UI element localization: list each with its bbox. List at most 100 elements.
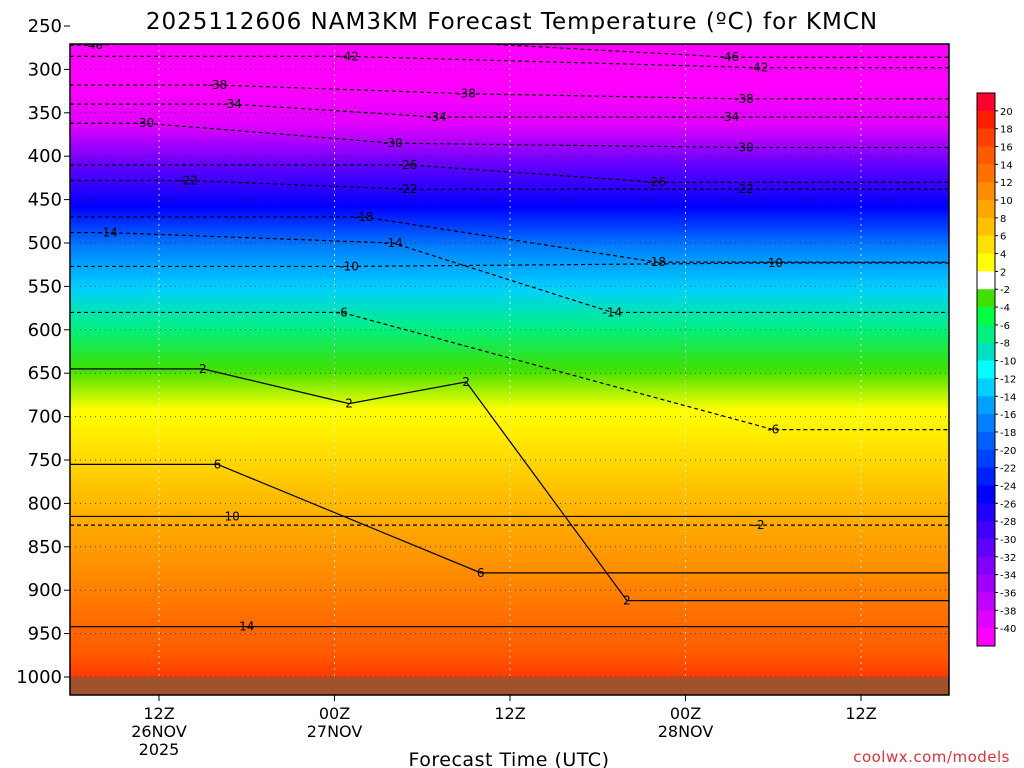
isotherm--54	[70, 3, 949, 7]
colorbar-swatch	[977, 574, 995, 593]
colorbar-swatch	[977, 360, 995, 379]
contour-label: -6	[767, 423, 779, 437]
contour-label: -22	[398, 182, 418, 196]
colorbar-label: -8	[1000, 339, 1010, 350]
contour-labels: -58-58-54-54-50-50-50-46-46-46-42-42-38-…	[83, 0, 783, 634]
ground-band	[70, 677, 949, 695]
contour-label: -14	[383, 236, 403, 250]
contour-label: -58	[749, 0, 769, 1]
pressure-tick-label: 950	[28, 624, 62, 645]
credit-text: coolwx.com/models	[853, 748, 1010, 766]
pressure-tick-label: 650	[28, 363, 62, 384]
contour-label: -30	[383, 136, 403, 150]
colorbar-label: -28	[1000, 517, 1016, 528]
colorbar-label: 10	[1000, 196, 1013, 207]
isotherm--14	[70, 231, 949, 314]
colorbar-label: -12	[1000, 374, 1016, 385]
colorbar-label: -36	[1000, 588, 1016, 599]
contour-label: -10	[763, 256, 783, 270]
contour-label: -38	[208, 78, 228, 92]
pressure-tick-label: 850	[28, 537, 62, 558]
contour-label: -46	[720, 50, 740, 64]
contour-label: -14	[98, 226, 118, 240]
colorbar-swatch	[977, 449, 995, 469]
pressure-tick-label: 600	[28, 320, 62, 341]
pressure-tick-label: 550	[28, 276, 62, 297]
colorbar-label: -14	[1000, 392, 1016, 403]
colorbar-label: -16	[1000, 410, 1016, 421]
isotherm--26	[70, 164, 949, 183]
contour-label: -18	[646, 255, 666, 269]
contour-label: -2	[753, 518, 765, 532]
colorbar-label: -32	[1000, 553, 1016, 564]
isotherm--42	[70, 55, 949, 69]
isotherm--34	[70, 103, 949, 118]
contour-label: -6	[336, 305, 348, 319]
colorbar-swatch	[977, 324, 995, 344]
pressure-tick-label: 450	[28, 190, 62, 211]
colorbar-swatch	[977, 110, 995, 130]
colorbar-label: 12	[1000, 178, 1013, 189]
colorbar-swatch	[977, 628, 995, 647]
colorbar-swatch	[977, 146, 995, 165]
isotherm--22	[70, 179, 949, 190]
colorbar-swatch	[977, 200, 995, 219]
time-tick-label: 2025	[139, 740, 180, 759]
contour-label: -26	[646, 175, 666, 189]
contour-label: 2	[345, 397, 353, 411]
colorbar-label: 14	[1000, 160, 1013, 171]
isotherm--6	[70, 311, 949, 431]
contour-label: -26	[398, 158, 418, 172]
chart-title: 2025112606 NAM3KM Forecast Temperature (…	[146, 9, 878, 35]
contour-label: -46	[83, 38, 103, 52]
colorbar-label: -38	[1000, 606, 1016, 617]
colorbar-label: 20	[1000, 107, 1013, 118]
colorbar-swatch	[977, 307, 995, 326]
contour-label: -34	[720, 110, 740, 124]
pressure-axis: 250 300 350 400 450 500 550 600 650 700 750 800 850 9…	[16, 16, 70, 688]
isotherm-2	[70, 368, 949, 602]
colorbar-label: 2	[1000, 267, 1006, 278]
isotherms	[70, 3, 949, 628]
colorbar-swatch	[977, 556, 995, 576]
colorbar-swatch	[977, 289, 995, 308]
colorbar-swatch	[977, 396, 995, 415]
pressure-tick-label: 300	[28, 59, 62, 80]
contour-label: -30	[734, 141, 754, 155]
contour-label: 2	[199, 362, 207, 376]
contour-label: 2	[623, 594, 631, 608]
colorbar-label: -10	[1000, 357, 1016, 368]
pressure-tick-label: 1000	[16, 667, 62, 688]
isotherm--46	[70, 44, 949, 58]
x-axis-label: Forecast Time (UTC)	[409, 749, 610, 768]
time-tick-label: 00Z	[319, 704, 350, 723]
colorbar-swatch	[977, 414, 995, 433]
pressure-tick-label: 700	[28, 407, 62, 428]
colorbar-swatch	[977, 610, 995, 629]
colorbar-swatch	[977, 128, 995, 148]
colorbar-swatch	[977, 217, 995, 237]
colorbar-swatch	[977, 271, 995, 290]
colorbar-label: -18	[1000, 428, 1016, 439]
colorbar-swatch	[977, 431, 995, 451]
colorbar-swatch	[977, 342, 995, 362]
contour-label: 2	[462, 375, 470, 389]
time-tick-label: 12Z	[143, 704, 174, 723]
pressure-tick-label: 250	[28, 16, 62, 37]
contour-label: -34	[222, 97, 242, 111]
time-tick-label: 26NOV	[131, 722, 187, 741]
colorbar-label: -26	[1000, 499, 1016, 510]
pressure-tick-label: 750	[28, 450, 62, 471]
colorbar-swatch	[977, 592, 995, 611]
pressure-tick-label: 400	[28, 146, 62, 167]
isotherm--18	[70, 216, 949, 263]
contour-label: 14	[239, 620, 254, 634]
contour-label: -14	[603, 305, 623, 319]
contour-label: -38	[734, 92, 754, 106]
contour-label: 6	[214, 457, 222, 471]
isotherm-6	[70, 463, 949, 574]
colorbar-label: -34	[1000, 571, 1016, 582]
colorbar: 20 18 16 14 12 10 8 6 4 2 -2 -4 -6 -8 -10 -12 -14 -16 -18 -…	[976, 92, 1016, 647]
colorbar-label: 16	[1000, 143, 1013, 154]
